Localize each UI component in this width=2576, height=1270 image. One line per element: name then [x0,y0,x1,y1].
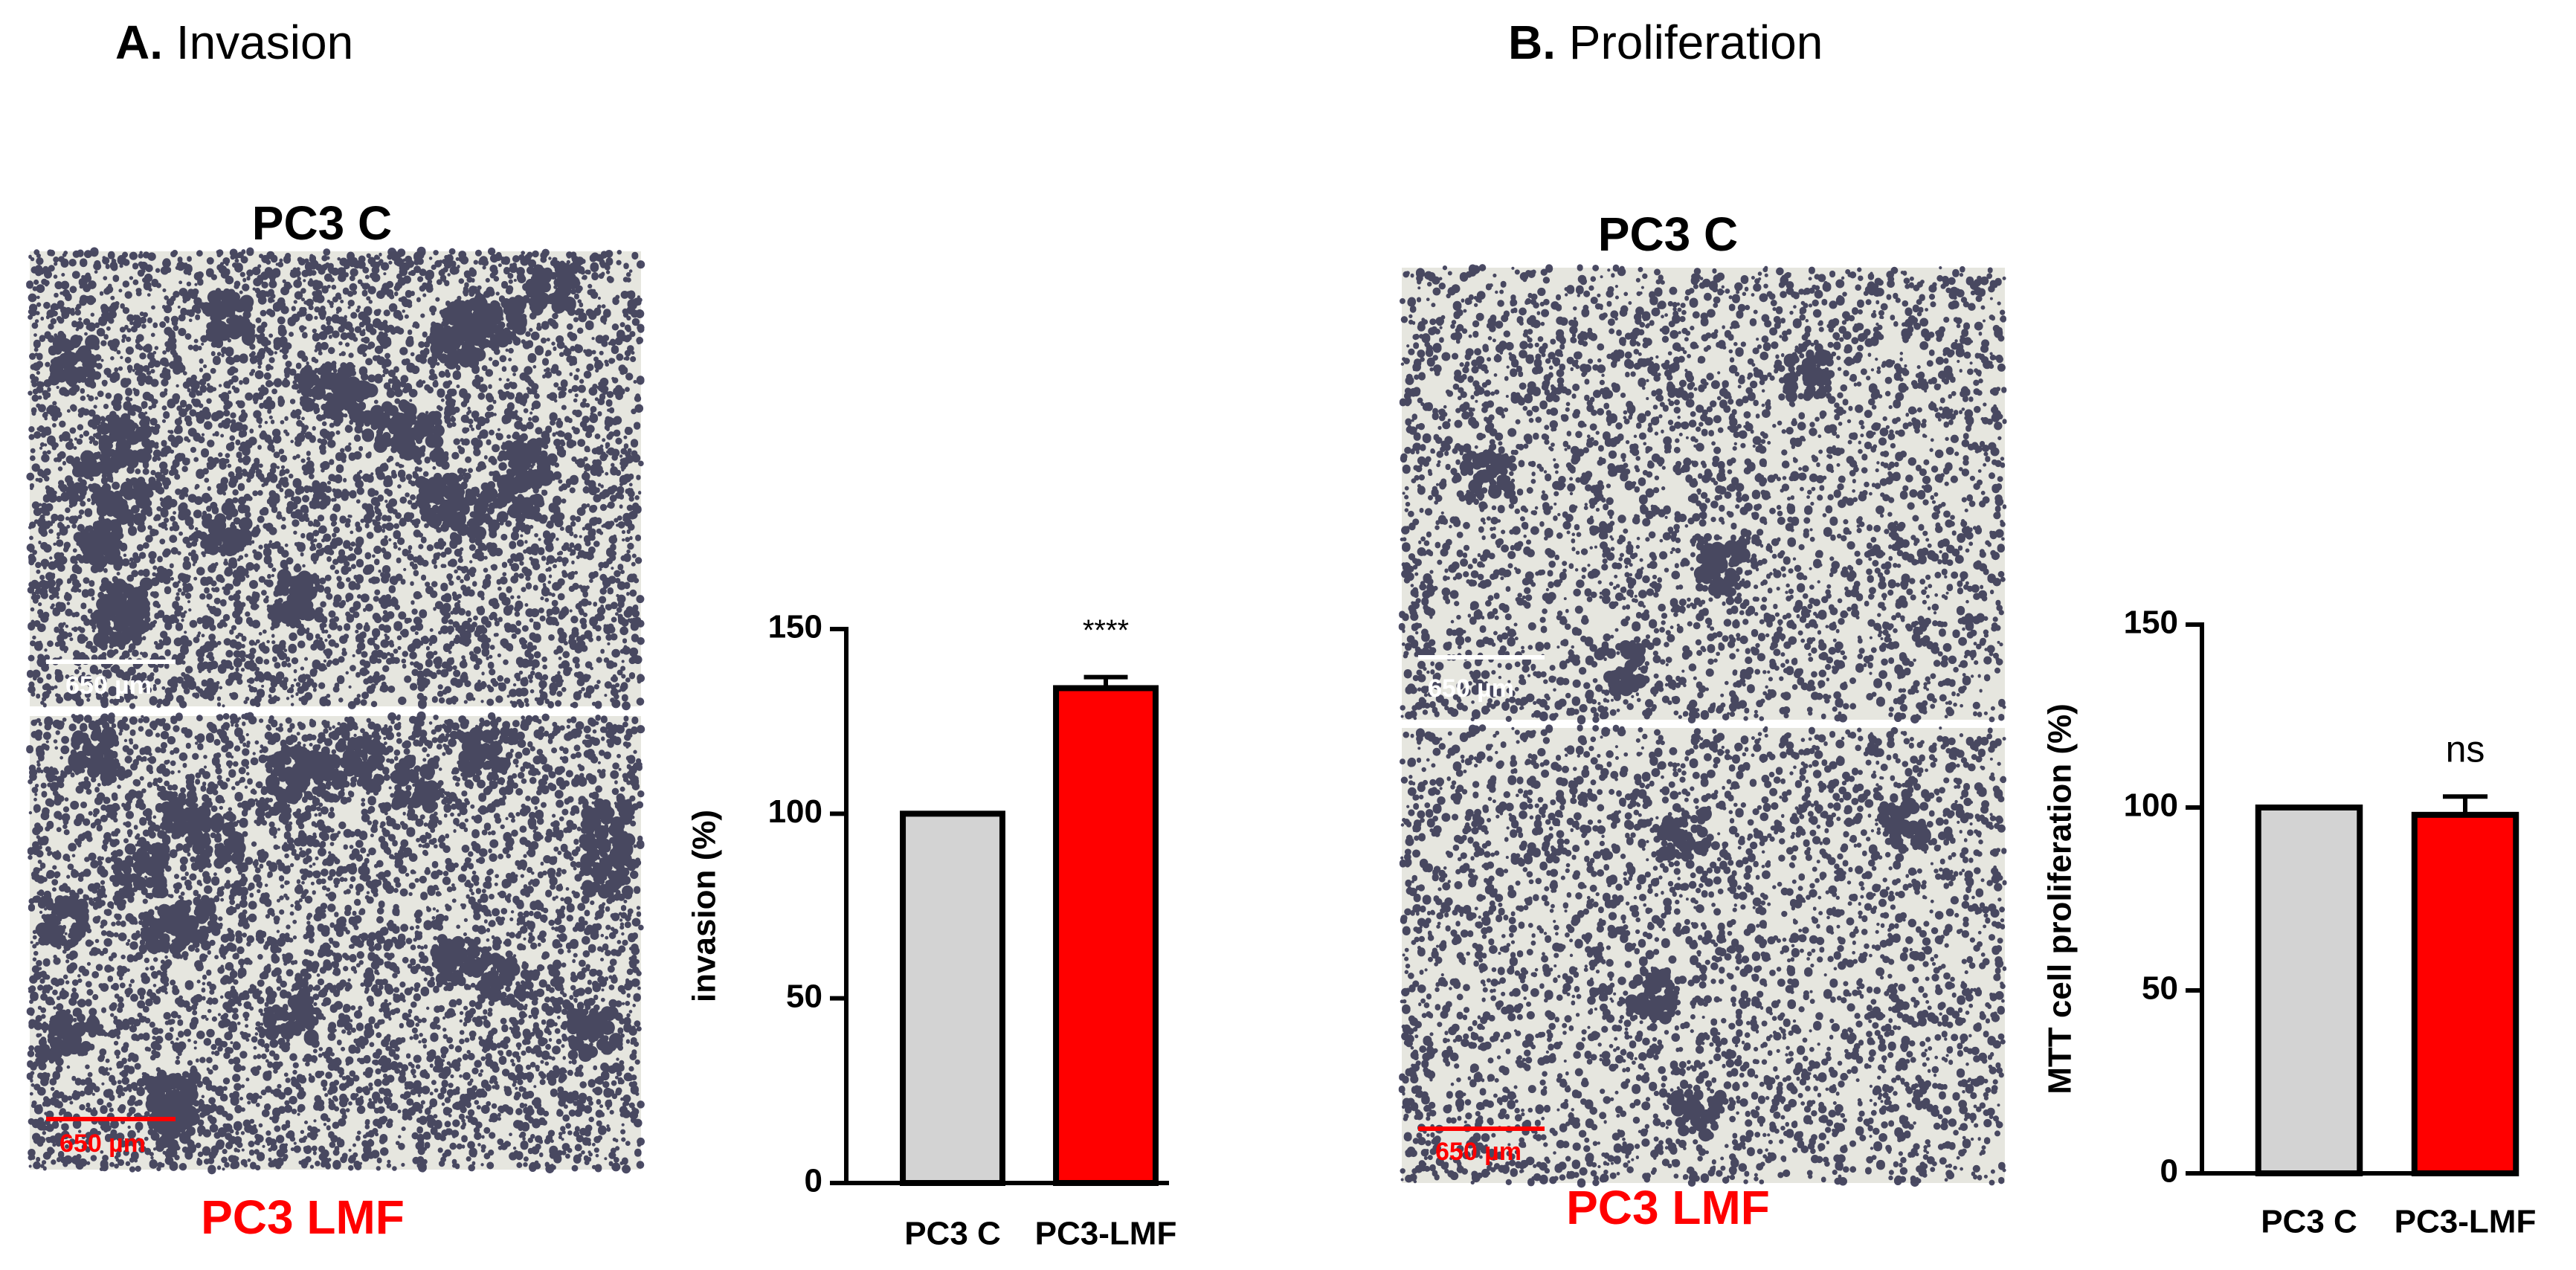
y-tick-label: 100 [768,793,822,830]
scale-label: 650 µm [1435,1138,1522,1166]
bar [2255,805,2363,1176]
panel-letter: A. [115,16,163,69]
cell-stain [1398,724,2007,1188]
x-tick-label: PC3-LMF [2395,1204,2537,1240]
bar [2411,811,2519,1176]
panel-letter: B. [1508,16,1556,69]
significance: ns [2446,728,2485,770]
significance: **** [1083,614,1129,647]
cell-stain [1398,264,2007,725]
x-tick-label: PC3 C [2261,1204,2357,1240]
x-tick-label: PC3-LMF [1035,1216,1177,1252]
scale-label: 650 µm [65,671,152,700]
cell-stain [26,246,645,711]
bar [1053,685,1159,1186]
image-label: PC3 LMF [201,1190,405,1244]
y-tick-label: 150 [2124,605,2178,641]
y-axis-label: invasion (%) [686,810,723,1002]
scale-label: 650 µm [1428,674,1514,703]
x-tick-label: PC3 C [904,1216,1001,1252]
bar [900,810,1005,1187]
y-tick-label: 50 [2142,970,2178,1007]
y-tick-label: 0 [805,1163,822,1199]
y-tick-label: 150 [768,609,822,645]
y-tick-label: 100 [2124,787,2178,824]
image-label: PC3 LMF [1566,1181,1770,1234]
panel-title: B. Proliferation [1508,16,1823,69]
scale-label: 650 µm [59,1129,146,1158]
cell-stain [26,711,645,1175]
y-axis-label: MTT cell proliferation (%) [2042,703,2078,1095]
panel-title: A. Invasion [115,16,353,69]
image-label: PC3 C [1598,207,1739,261]
panel-name: Proliferation [1569,16,1823,69]
y-tick-label: 50 [786,978,822,1014]
y-tick-label: 0 [2160,1153,2178,1190]
panel-name: Invasion [176,16,353,69]
image-label: PC3 C [252,196,393,250]
